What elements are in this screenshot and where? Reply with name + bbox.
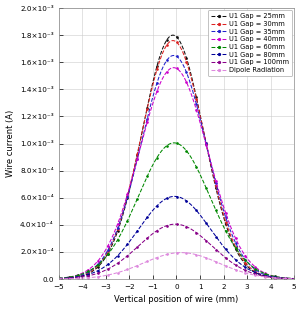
U1 Gap = 25mm <box>235 249 238 252</box>
U1 Gap = 35mm <box>98 259 102 263</box>
U1 Gap = 40mm <box>98 256 102 260</box>
U1 Gap = 40mm <box>57 277 60 280</box>
U1 Gap = 35mm <box>163 61 167 65</box>
U1 Gap = 60mm <box>214 209 218 213</box>
Dipole Radiation <box>98 275 102 278</box>
U1 Gap = 35mm <box>57 277 60 281</box>
U1 Gap = 30mm <box>57 277 60 281</box>
U1 Gap = 35mm <box>117 222 121 226</box>
Line: U1 Gap = 30mm: U1 Gap = 30mm <box>57 39 295 280</box>
U1 Gap = 25mm <box>292 277 296 281</box>
U1 Gap = 30mm <box>171 39 175 42</box>
U1 Gap = 80mm <box>173 194 176 198</box>
U1 Gap = 30mm <box>98 261 102 264</box>
Dipole Radiation <box>214 260 218 264</box>
U1 Gap = 80mm <box>163 197 167 201</box>
U1 Gap = 25mm <box>117 225 121 228</box>
Line: U1 Gap = 40mm: U1 Gap = 40mm <box>57 66 295 280</box>
U1 Gap = 100mm <box>163 224 167 228</box>
U1 Gap = 35mm <box>292 277 296 281</box>
U1 Gap = 40mm <box>172 66 175 69</box>
Line: U1 Gap = 100mm: U1 Gap = 100mm <box>57 223 295 280</box>
U1 Gap = 30mm <box>196 104 200 107</box>
U1 Gap = 100mm <box>174 222 177 226</box>
U1 Gap = 25mm <box>98 263 102 266</box>
U1 Gap = 80mm <box>214 235 218 239</box>
Dipole Radiation <box>117 270 121 274</box>
Dipole Radiation <box>196 253 200 257</box>
U1 Gap = 80mm <box>98 268 102 271</box>
Line: Dipole Radiation: Dipole Radiation <box>57 251 295 280</box>
U1 Gap = 30mm <box>163 46 167 50</box>
U1 Gap = 80mm <box>117 252 121 256</box>
U1 Gap = 40mm <box>196 113 200 117</box>
U1 Gap = 40mm <box>235 238 238 242</box>
Y-axis label: Wire current (A): Wire current (A) <box>5 110 14 177</box>
U1 Gap = 100mm <box>235 264 238 268</box>
Line: U1 Gap = 60mm: U1 Gap = 60mm <box>57 142 295 280</box>
U1 Gap = 30mm <box>214 186 218 190</box>
U1 Gap = 60mm <box>57 277 60 280</box>
U1 Gap = 60mm <box>98 261 102 264</box>
U1 Gap = 60mm <box>196 168 200 172</box>
U1 Gap = 80mm <box>235 259 238 262</box>
Dipole Radiation <box>292 277 296 281</box>
U1 Gap = 80mm <box>196 210 200 214</box>
U1 Gap = 60mm <box>117 235 121 239</box>
U1 Gap = 100mm <box>117 260 121 264</box>
U1 Gap = 80mm <box>292 277 296 281</box>
U1 Gap = 30mm <box>235 246 238 250</box>
Line: U1 Gap = 80mm: U1 Gap = 80mm <box>57 195 295 280</box>
U1 Gap = 30mm <box>292 277 296 281</box>
U1 Gap = 40mm <box>117 218 121 221</box>
U1 Gap = 60mm <box>235 247 238 251</box>
U1 Gap = 25mm <box>57 277 60 281</box>
U1 Gap = 25mm <box>196 102 200 106</box>
Dipole Radiation <box>163 253 167 257</box>
U1 Gap = 100mm <box>98 271 102 274</box>
U1 Gap = 40mm <box>292 277 296 281</box>
Dipole Radiation <box>57 277 60 281</box>
Dipole Radiation <box>235 268 238 272</box>
U1 Gap = 35mm <box>214 183 218 187</box>
U1 Gap = 80mm <box>57 277 60 281</box>
U1 Gap = 35mm <box>172 54 175 57</box>
U1 Gap = 25mm <box>214 188 218 192</box>
U1 Gap = 35mm <box>235 242 238 246</box>
U1 Gap = 40mm <box>214 180 218 184</box>
U1 Gap = 100mm <box>214 248 218 252</box>
U1 Gap = 40mm <box>163 72 167 76</box>
U1 Gap = 60mm <box>292 277 296 281</box>
U1 Gap = 25mm <box>163 41 167 45</box>
U1 Gap = 25mm <box>171 33 175 37</box>
Dipole Radiation <box>179 251 183 255</box>
U1 Gap = 60mm <box>172 141 176 145</box>
U1 Gap = 30mm <box>117 222 121 226</box>
U1 Gap = 100mm <box>196 232 200 236</box>
Line: U1 Gap = 35mm: U1 Gap = 35mm <box>57 54 295 280</box>
U1 Gap = 100mm <box>57 277 60 281</box>
Line: U1 Gap = 25mm: U1 Gap = 25mm <box>57 34 295 280</box>
U1 Gap = 100mm <box>292 277 296 281</box>
U1 Gap = 35mm <box>196 108 200 112</box>
Legend: U1 Gap = 25mm, U1 Gap = 30mm, U1 Gap = 35mm, U1 Gap = 40mm, U1 Gap = 60mm, U1 Ga: U1 Gap = 25mm, U1 Gap = 30mm, U1 Gap = 3… <box>208 10 292 76</box>
U1 Gap = 60mm <box>163 145 167 149</box>
X-axis label: Vertical position of wire (mm): Vertical position of wire (mm) <box>114 295 239 304</box>
